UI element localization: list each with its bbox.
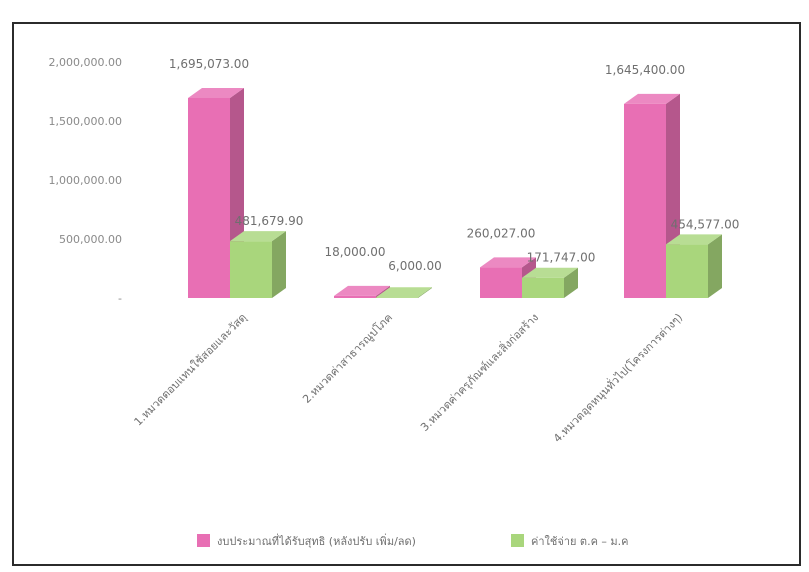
bar-front bbox=[230, 241, 272, 298]
bar-front bbox=[624, 103, 666, 298]
bar-side bbox=[418, 287, 432, 298]
bar-top bbox=[666, 234, 722, 245]
legend-label: งบประมาณที่ได้รับสุทธิ (หลังปรับ เพิ่ม/ล… bbox=[217, 533, 416, 548]
bar-side bbox=[708, 234, 722, 298]
bar-front bbox=[188, 97, 230, 298]
bar-expense-1 bbox=[230, 231, 286, 298]
bar-expense-4 bbox=[666, 234, 722, 298]
legend-swatch bbox=[511, 534, 524, 547]
bar-side bbox=[564, 267, 578, 298]
bar-chart: - 500,000.00 1,000,000.00 1,500,000.00 2,000… bbox=[49, 56, 740, 548]
bar-front bbox=[334, 295, 376, 298]
category-label: 4.หมวดอุดหนุนทั่วไป(โครงการต่างๆ) bbox=[550, 310, 686, 446]
bar-top bbox=[376, 287, 432, 298]
chart-frame: - 500,000.00 1,000,000.00 1,500,000.00 2,000… bbox=[12, 22, 801, 566]
bar-front bbox=[480, 267, 522, 298]
legend-label: ค่าใช้จ่าย ต.ค – ม.ค bbox=[531, 535, 629, 548]
bar-top bbox=[480, 257, 536, 268]
data-label: 6,000.00 bbox=[388, 259, 441, 273]
bar-top bbox=[334, 285, 390, 296]
bar-front bbox=[376, 297, 418, 298]
bar-front bbox=[522, 277, 564, 298]
y-tick-label: 2,000,000.00 bbox=[49, 56, 122, 69]
category-label: 1.หมวดตอบแทนใช้สอยและวัสดุ bbox=[132, 311, 250, 429]
legend-swatch bbox=[197, 534, 210, 547]
bar-top bbox=[230, 231, 286, 242]
category-label: 2.หมวดค่าสาธารณูปโภค bbox=[299, 310, 395, 406]
data-label: 481,679.90 bbox=[235, 214, 304, 228]
legend-item-budget: งบประมาณที่ได้รับสุทธิ (หลังปรับ เพิ่ม/ล… bbox=[197, 533, 416, 548]
legend-item-expense: ค่าใช้จ่าย ต.ค – ม.ค bbox=[511, 534, 629, 548]
y-tick-label: 500,000.00 bbox=[59, 233, 122, 246]
category-label: 3.หมวดค่าครุภัณฑ์และสิ่งก่อสร้าง bbox=[417, 310, 541, 434]
bar-expense-3 bbox=[522, 267, 578, 298]
data-label: 454,577.00 bbox=[671, 217, 740, 231]
bar-top bbox=[188, 87, 244, 98]
bar-expense-2 bbox=[376, 287, 432, 298]
data-label: 1,645,400.00 bbox=[605, 63, 685, 77]
data-label: 18,000.00 bbox=[324, 245, 385, 259]
bar-budget-4 bbox=[624, 93, 680, 298]
y-tick-label: - bbox=[118, 292, 122, 305]
data-label: 260,027.00 bbox=[467, 226, 536, 240]
y-tick-label: 1,000,000.00 bbox=[49, 174, 122, 187]
bar-front bbox=[666, 244, 708, 298]
data-label: 171,747.00 bbox=[527, 251, 596, 265]
bar-top bbox=[522, 267, 578, 278]
bar-top bbox=[624, 93, 680, 104]
data-label: 1,695,073.00 bbox=[169, 57, 249, 71]
bar-side bbox=[272, 231, 286, 298]
y-tick-label: 1,500,000.00 bbox=[49, 115, 122, 128]
